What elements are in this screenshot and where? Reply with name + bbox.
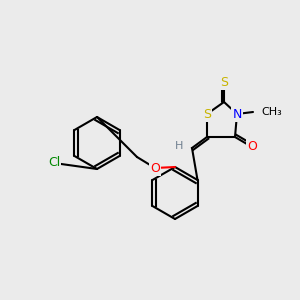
Text: S: S <box>220 76 228 88</box>
Text: O: O <box>150 161 160 175</box>
Text: N: N <box>232 107 242 121</box>
Text: O: O <box>247 140 257 154</box>
Text: CH₃: CH₃ <box>261 107 282 117</box>
Text: H: H <box>175 141 183 151</box>
Text: Cl: Cl <box>48 157 60 169</box>
Text: S: S <box>203 107 211 121</box>
